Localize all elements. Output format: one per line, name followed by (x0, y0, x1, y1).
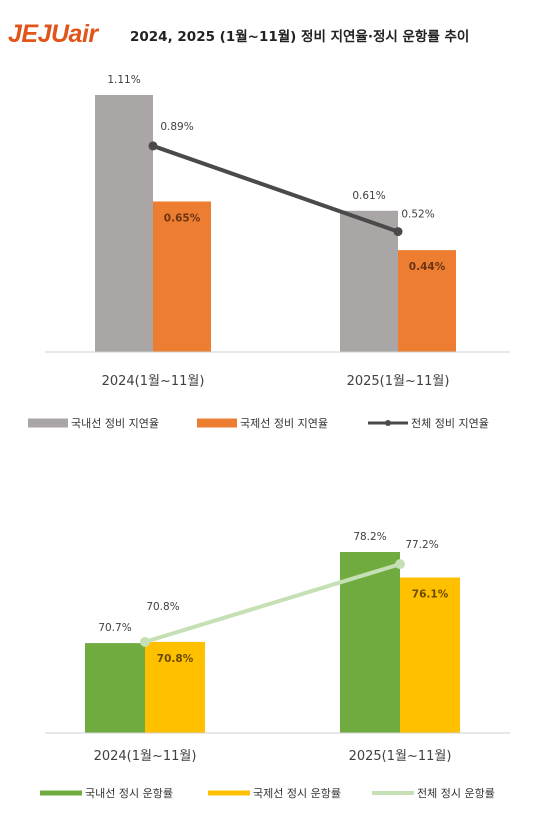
line-data-label: 77.2% (405, 539, 438, 551)
total-series-line (144, 562, 401, 644)
data-label: 0.65% (164, 213, 201, 225)
total-series-line (152, 144, 399, 234)
legend-item: 국제선 정비 지연율 (197, 417, 328, 430)
maintenance-delay-chart: 1.11% 0.61% 0.65% 0.44% 2024(1월~11월) 2025(1월~… (28, 74, 510, 430)
legend-swatch (28, 418, 68, 428)
legend-swatch (197, 418, 237, 428)
line-data-label: 0.89% (160, 121, 193, 133)
data-label: 0.61% (352, 190, 385, 202)
jejuair-logo: JEJUair (8, 20, 98, 48)
line-data-label: 0.52% (401, 209, 434, 221)
line-data-label: 70.8% (146, 601, 179, 613)
legend-label: 전체 정시 운항률 (417, 787, 495, 800)
line-point (140, 636, 150, 647)
legend-swatch (208, 790, 250, 796)
bar-1-s1-g0 (153, 201, 211, 352)
bar-2-s0-g0 (85, 643, 145, 733)
x-tick-label: 2025(1월~11월) (347, 374, 450, 389)
legend-label: 국내선 정비 지연율 (71, 417, 159, 430)
line-point (148, 141, 158, 151)
x-tick-label: 2024(1월~11월) (94, 749, 197, 764)
bar-2-s0-g1 (340, 552, 400, 733)
data-label: 76.1% (412, 589, 449, 601)
x-tick-label: 2025(1월~11월) (349, 749, 452, 764)
legend-item: 국제선 정시 운항률 (208, 787, 341, 800)
data-label: 70.7% (98, 622, 131, 634)
line-point (395, 559, 405, 570)
bar-2-s1-g1 (400, 577, 460, 733)
legend-item: 전체 정시 운항률 (372, 787, 495, 800)
bar-1-s1-g1 (398, 250, 456, 352)
bar-2-s1-g0 (145, 641, 205, 733)
line-point (393, 227, 403, 237)
bar-1-s0-g0 (95, 95, 153, 352)
data-label: 78.2% (353, 531, 386, 543)
page-title: 2024, 2025 (1월~11월) 정비 지연율·정시 운항률 추이 (130, 29, 470, 45)
legend-label: 전체 정비 지연율 (411, 417, 489, 430)
header: JEJUair 2024, 2025 (1월~11월) 정비 지연율·정시 운항… (0, 0, 538, 60)
data-label: 0.44% (409, 261, 446, 273)
bar-1-s0-g1 (340, 210, 398, 352)
data-label: 70.8% (157, 653, 194, 665)
legend-marker (385, 420, 391, 426)
x-tick-label: 2024(1월~11월) (102, 374, 205, 389)
data-label: 1.11% (107, 74, 140, 86)
legend-label: 국제선 정비 지연율 (240, 417, 328, 430)
legend-swatch (40, 790, 82, 796)
legend-item: 국내선 정시 운항률 (40, 787, 173, 800)
legend-label: 국제선 정시 운항률 (253, 787, 341, 800)
legend-label: 국내선 정시 운항률 (85, 787, 173, 800)
legend-item: 전체 정비 지연율 (368, 417, 489, 430)
legend-item: 국내선 정비 지연율 (28, 417, 159, 430)
